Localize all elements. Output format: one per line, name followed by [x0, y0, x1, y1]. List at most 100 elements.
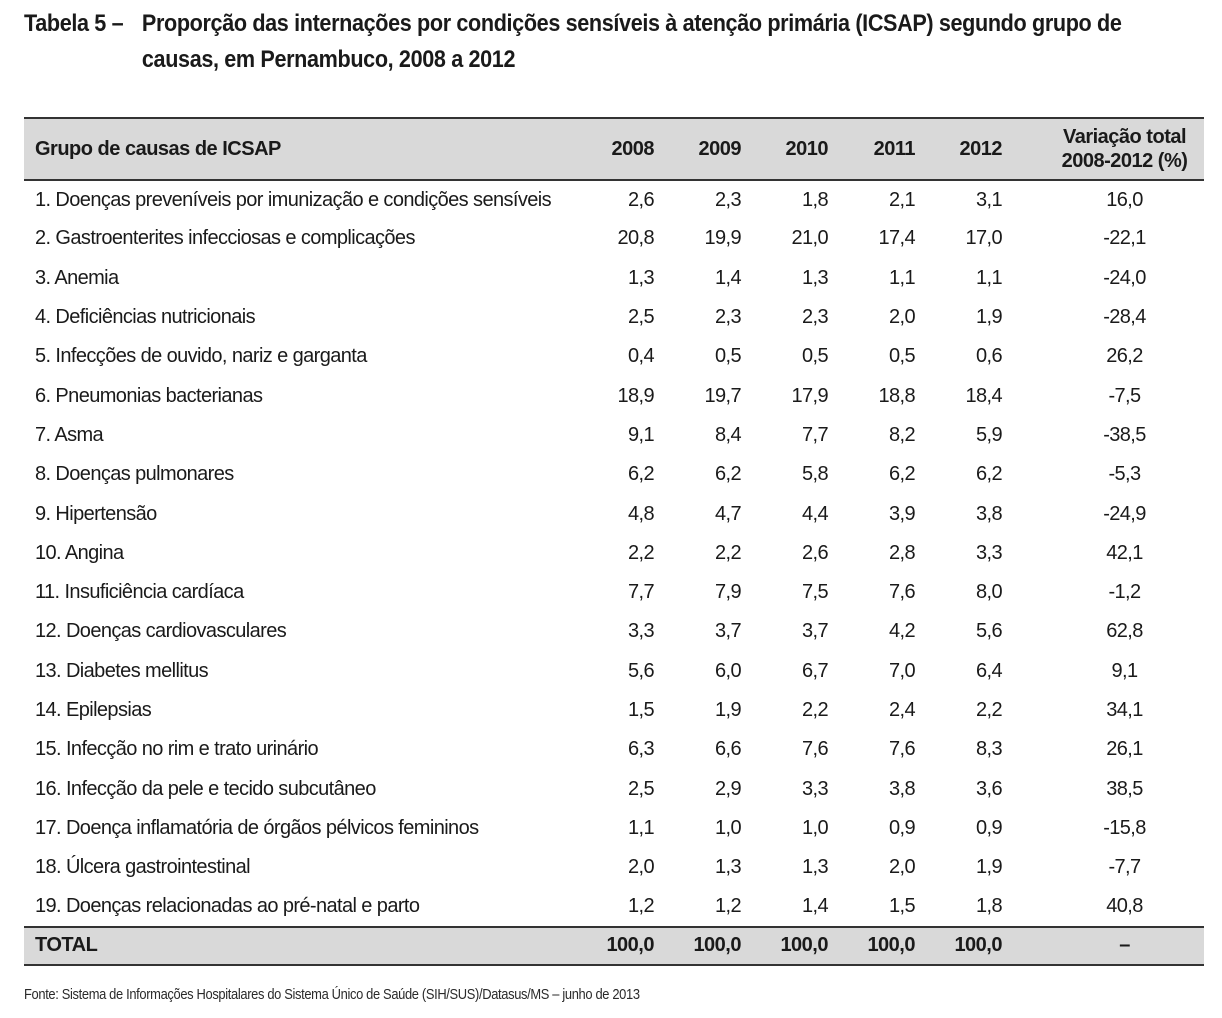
- row-value-2009: 19,9: [704, 227, 741, 250]
- row-variation: -38,5: [1103, 423, 1146, 446]
- row-cause-name: 15. Infecção no rim e trato urinário: [35, 738, 319, 761]
- table-body: 1. Doenças preveníveis por imunização e …: [24, 180, 1204, 927]
- row-value-2011: 17,4: [878, 227, 915, 250]
- header-variation-line2: 2008-2012 (%): [1061, 150, 1188, 172]
- row-cause-name: 17. Doença inflamatória de órgãos pélvic…: [35, 816, 479, 839]
- total-label: TOTAL: [35, 934, 98, 957]
- row-value-2011: 1,1: [888, 266, 916, 289]
- row-cause-name: 9. Hipertensão: [35, 502, 157, 525]
- row-value-2008: 2,0: [627, 856, 655, 879]
- row-variation: -24,0: [1103, 266, 1146, 289]
- table-row: 11. Insuficiência cardíaca 7,7 7,9 7,5 7,6 8,…: [24, 573, 1204, 612]
- row-value-2011: 3,8: [888, 777, 916, 800]
- row-value-2008: 0,4: [627, 345, 655, 368]
- row-cause-name: 1. Doenças preveníveis por imunização e …: [35, 188, 552, 211]
- row-value-2011: 4,2: [888, 620, 916, 643]
- row-cause-name: 12. Doenças cardiovasculares: [35, 620, 287, 643]
- row-value-2012: 3,8: [975, 502, 1003, 525]
- row-variation: -24,9: [1103, 502, 1146, 525]
- row-value-2010: 1,0: [801, 816, 829, 839]
- header-year-2008: 2008: [611, 137, 655, 160]
- table-label: Tabela 5 –: [24, 10, 124, 37]
- row-cause-name: 5. Infecções de ouvido, nariz e garganta: [35, 345, 367, 368]
- row-variation: 62,8: [1106, 620, 1143, 643]
- table-header: Grupo de causas de ICSAP 2008 2009 2010 …: [24, 118, 1204, 180]
- total-value-2011: 100,0: [867, 934, 915, 957]
- table-row: 14. Epilepsias 1,5 1,9 2,2 2,4 2,2 34,1: [24, 691, 1204, 730]
- row-variation: -28,4: [1103, 306, 1146, 329]
- row-cause-name: 3. Anemia: [35, 266, 119, 289]
- header-variation-line1: Variação total: [1062, 126, 1187, 148]
- row-variation: 9,1: [1111, 659, 1138, 682]
- row-value-2008: 1,1: [627, 816, 655, 839]
- table-row: 7. Asma 9,1 8,4 7,7 8,2 5,9 -38,5: [24, 416, 1204, 455]
- row-value-2008: 18,9: [617, 384, 654, 407]
- header-row: Grupo de causas de ICSAP 2008 2009 2010 …: [24, 118, 1204, 180]
- row-value-2009: 2,9: [714, 777, 742, 800]
- row-value-2009: 19,7: [704, 384, 741, 407]
- row-value-2009: 6,2: [714, 463, 742, 486]
- row-value-2009: 4,7: [714, 502, 742, 525]
- row-cause-name: 14. Epilepsias: [35, 699, 152, 721]
- row-value-2011: 1,5: [888, 894, 916, 917]
- table-row: 18. Úlcera gastrointestinal 2,0 1,3 1,3 2,0 1…: [24, 848, 1204, 887]
- table-row: 19. Doenças relacionadas ao pré-natal e …: [24, 887, 1204, 926]
- row-value-2010: 2,3: [801, 306, 829, 329]
- row-variation: 40,8: [1106, 894, 1143, 917]
- row-value-2012: 8,3: [975, 738, 1003, 761]
- table-row: 1. Doenças preveníveis por imunização e …: [24, 180, 1204, 219]
- row-value-2010: 5,8: [801, 463, 829, 486]
- row-value-2008: 1,5: [627, 699, 655, 721]
- row-value-2011: 2,8: [888, 541, 916, 564]
- total-value-2008: 100,0: [606, 934, 654, 957]
- row-value-2011: 6,2: [888, 463, 916, 486]
- header-year-2012: 2012: [959, 137, 1003, 160]
- table-row: 5. Infecções de ouvido, nariz e garganta…: [24, 337, 1204, 376]
- row-value-2012: 1,8: [975, 894, 1003, 917]
- row-value-2010: 21,0: [791, 227, 828, 250]
- row-value-2011: 2,0: [888, 856, 916, 879]
- row-value-2010: 17,9: [791, 384, 828, 407]
- row-cause-name: 8. Doenças pulmonares: [35, 463, 234, 486]
- row-value-2009: 2,2: [714, 541, 742, 564]
- header-group-causes: Grupo de causas de ICSAP: [35, 137, 281, 160]
- row-value-2009: 1,9: [714, 699, 742, 721]
- row-value-2012: 2,2: [975, 699, 1003, 721]
- row-value-2010: 2,2: [801, 699, 829, 721]
- row-value-2012: 3,6: [975, 777, 1003, 800]
- row-value-2012: 1,9: [975, 856, 1003, 879]
- row-cause-name: 6. Pneumonias bacterianas: [35, 384, 263, 407]
- row-value-2012: 5,9: [975, 423, 1003, 446]
- table-title: Proporção das internações por condições …: [141, 10, 1122, 73]
- table-row: 9. Hipertensão 4,8 4,7 4,4 3,9 3,8 -24,9: [24, 494, 1204, 533]
- row-value-2009: 6,6: [714, 738, 742, 761]
- row-value-2012: 3,3: [975, 541, 1003, 564]
- row-variation: -1,2: [1108, 581, 1141, 604]
- row-variation: -22,1: [1103, 227, 1146, 250]
- row-value-2009: 6,0: [714, 659, 742, 682]
- row-value-2010: 2,6: [801, 541, 829, 564]
- row-cause-name: 16. Infecção da pele e tecido subcutâneo: [35, 777, 376, 800]
- row-value-2010: 4,4: [801, 502, 829, 525]
- row-value-2008: 1,2: [627, 894, 655, 917]
- row-variation: 16,0: [1106, 188, 1143, 211]
- row-value-2012: 18,4: [965, 384, 1002, 407]
- row-variation: 42,1: [1106, 541, 1143, 564]
- row-variation: 38,5: [1106, 777, 1143, 800]
- row-value-2011: 7,6: [888, 738, 916, 761]
- table-row: 16. Infecção da pele e tecido subcutâneo…: [24, 769, 1204, 808]
- row-value-2008: 1,3: [627, 266, 655, 289]
- row-value-2012: 0,9: [975, 816, 1003, 839]
- table-row: 13. Diabetes mellitus 5,6 6,0 6,7 7,0 6,4 9,1: [24, 652, 1204, 691]
- header-year-2010: 2010: [785, 137, 829, 160]
- row-value-2012: 3,1: [975, 188, 1003, 211]
- row-value-2012: 17,0: [965, 227, 1002, 250]
- row-value-2008: 2,5: [627, 306, 655, 329]
- header-year-2009: 2009: [698, 137, 742, 160]
- row-value-2012: 6,2: [975, 463, 1003, 486]
- total-value-2009: 100,0: [693, 934, 741, 957]
- table-row: 4. Deficiências nutricionais 2,5 2,3 2,3 2,0…: [24, 298, 1204, 337]
- row-value-2011: 2,0: [888, 306, 916, 329]
- row-value-2010: 3,3: [801, 777, 829, 800]
- row-value-2010: 3,7: [801, 620, 829, 643]
